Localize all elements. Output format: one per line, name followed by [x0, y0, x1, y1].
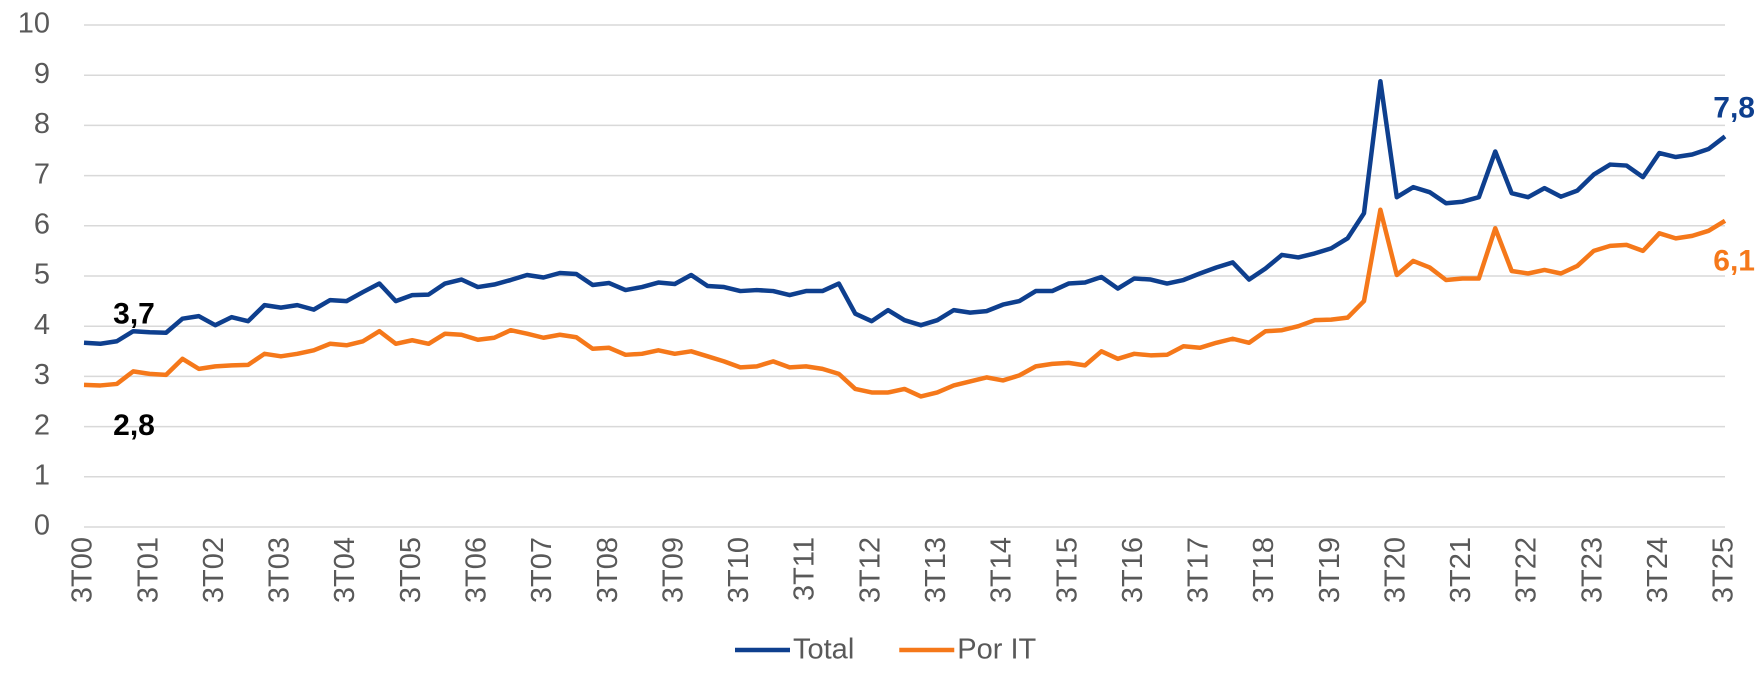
x-tick-label: 3T12: [854, 537, 886, 603]
x-tick-label: 3T19: [1314, 537, 1346, 603]
x-tick-label: 3T15: [1051, 537, 1083, 603]
y-tick-label: 7: [34, 158, 50, 190]
legend-label: Por IT: [957, 634, 1036, 666]
y-tick-label: 0: [34, 510, 50, 542]
x-tick-label: 3T25: [1708, 537, 1740, 603]
x-tick-label: 3T17: [1183, 537, 1215, 603]
data-label: 6,1: [1713, 245, 1755, 278]
y-tick-label: 5: [34, 259, 50, 291]
x-tick-label: 3T18: [1248, 537, 1280, 603]
x-tick-label: 3T09: [657, 537, 689, 603]
y-tick-label: 8: [34, 108, 50, 140]
series-line: [83, 207, 1727, 399]
x-tick-label: 3T03: [264, 537, 296, 603]
x-tick-label: 3T05: [395, 537, 427, 603]
y-tick-label: 2: [34, 409, 50, 441]
x-tick-label: 3T20: [1379, 537, 1411, 603]
x-tick-label: 3T24: [1642, 537, 1674, 603]
y-tick-label: 6: [34, 208, 50, 240]
x-tick-label: 3T01: [132, 537, 164, 603]
legend-label: Total: [793, 634, 854, 666]
x-tick-label: 3T22: [1511, 537, 1543, 603]
y-tick-label: 10: [18, 8, 50, 40]
y-tick-label: 3: [34, 359, 50, 391]
x-tick-label: 3T11: [789, 537, 821, 601]
x-tick-label: 3T13: [920, 537, 952, 603]
x-tick-label: 3T21: [1445, 537, 1477, 603]
data-label: 2,8: [113, 409, 155, 442]
x-tick-label: 3T04: [329, 537, 361, 603]
y-tick-label: 9: [34, 58, 50, 90]
y-tick-label: 1: [34, 459, 50, 491]
x-tick-label: 3T00: [67, 537, 99, 603]
series-line: [83, 78, 1727, 347]
x-tick-label: 3T23: [1576, 537, 1608, 603]
x-tick-label: 3T14: [986, 537, 1018, 603]
x-tick-label: 3T08: [592, 537, 624, 603]
x-tick-label: 3T06: [460, 537, 492, 603]
x-tick-label: 3T07: [526, 537, 558, 603]
x-tick-label: 3T02: [198, 537, 230, 603]
x-tick-label: 3T10: [723, 537, 755, 603]
x-tick-label: 3T16: [1117, 537, 1149, 603]
y-tick-label: 4: [34, 309, 50, 341]
data-label: 7,8: [1713, 91, 1755, 124]
data-label: 3,7: [113, 298, 155, 331]
